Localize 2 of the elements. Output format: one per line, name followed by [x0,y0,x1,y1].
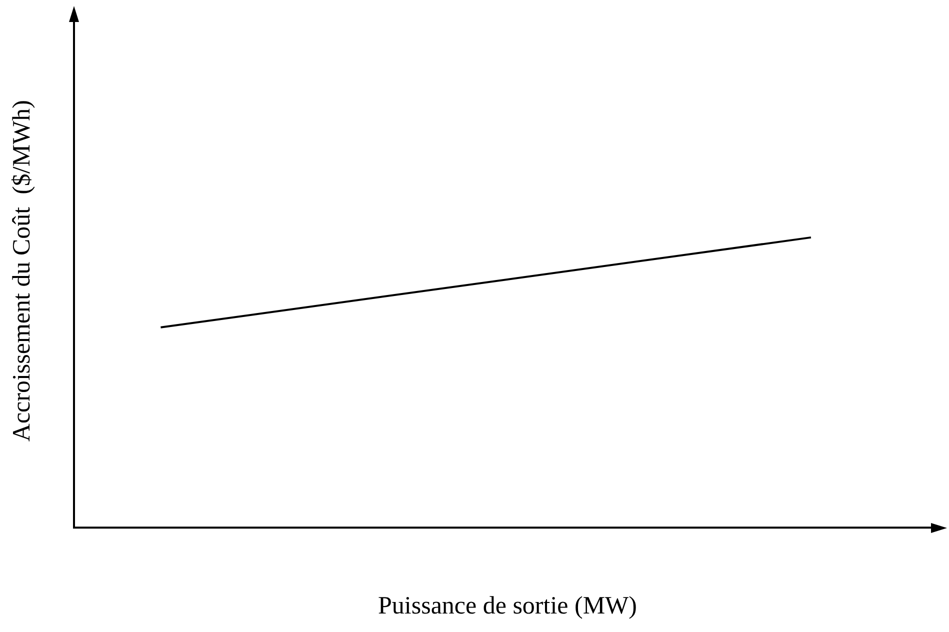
y-axis-title: Accroissement du Coût ($/MWh) [8,100,36,442]
x-axis-title: Puissance de sortie (MW) [378,592,637,620]
